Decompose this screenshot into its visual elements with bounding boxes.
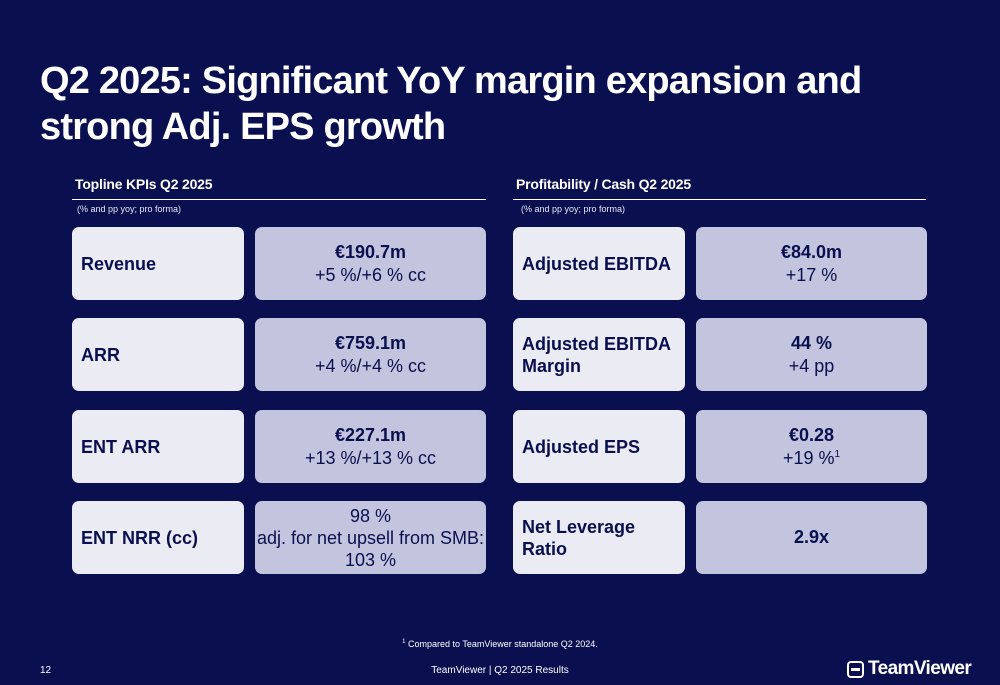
ent-arr-label-text: ENT ARR — [81, 436, 161, 457]
ent-nrr-main: 98 % — [349, 505, 392, 526]
ent-nrr-value: 98 % adj. for net upsell from SMB: 103 % — [255, 501, 486, 574]
teamviewer-logo-icon — [847, 660, 864, 678]
ent-nrr-adjusted-value: 103 % — [344, 549, 397, 570]
arr-label: ARR — [72, 318, 244, 391]
adj-ebitda-label-text: Adjusted EBITDA — [522, 253, 672, 274]
net-leverage-main: 2.9x — [793, 527, 830, 547]
net-leverage-label-text: Net Leverage Ratio — [522, 516, 636, 559]
adj-eps-growth: +19 %1 — [783, 447, 840, 470]
ent-arr-label: ENT ARR — [72, 410, 244, 483]
ent-nrr-adjusted-note: adj. for net upsell from SMB: — [256, 527, 485, 548]
adj-ebitda-growth: +17 % — [785, 264, 838, 285]
adj-ebitda-margin-label-line2: Margin — [522, 355, 582, 376]
ent-nrr-label-text: ENT NRR (cc) — [81, 527, 199, 548]
adj-eps-label-text: Adjusted EPS — [522, 436, 641, 457]
revenue-value: €190.7m +5 %/+6 % cc — [255, 227, 486, 300]
teamviewer-logo: TeamViewer — [847, 658, 972, 680]
adj-eps-value: €0.28 +19 %1 — [696, 410, 927, 483]
arr-label-text: ARR — [81, 344, 120, 365]
footnote-mark: 1 — [402, 639, 406, 645]
adj-ebitda-label: Adjusted EBITDA — [513, 227, 685, 300]
net-leverage-value: 2.9x — [696, 501, 927, 574]
footnote: 1 Compared to TeamViewer standalone Q2 2… — [0, 639, 1000, 649]
adj-eps-label: Adjusted EPS — [513, 410, 685, 483]
adj-eps-footnote-mark: 1 — [834, 448, 841, 460]
profitability-note: (% and pp yoy; pro forma) — [521, 204, 626, 214]
revenue-label-text: Revenue — [81, 253, 157, 274]
arr-value: €759.1m +4 %/+4 % cc — [255, 318, 486, 391]
adj-ebitda-margin-label: Adjusted EBITDA Margin — [513, 318, 685, 391]
ent-arr-value: €227.1m +13 %/+13 % cc — [255, 410, 486, 483]
arr-growth: +4 %/+4 % cc — [314, 355, 427, 376]
adj-eps-growth-text: +19 % — [782, 447, 835, 468]
topline-heading: Topline KPIs Q2 2025 — [72, 176, 486, 200]
revenue-label: Revenue — [72, 227, 244, 300]
profitability-heading: Profitability / Cash Q2 2025 — [513, 176, 926, 200]
arr-main: €759.1m — [334, 332, 407, 353]
ent-nrr-label: ENT NRR (cc) — [72, 501, 244, 574]
adj-ebitda-margin-growth: +4 pp — [788, 355, 835, 376]
page-number: 12 — [40, 665, 52, 676]
adj-ebitda-margin-main: 44 % — [790, 332, 833, 353]
net-leverage-label: Net Leverage Ratio — [513, 501, 685, 574]
footer-text: TeamViewer | Q2 2025 Results — [431, 665, 569, 676]
topline-note: (% and pp yoy; pro forma) — [77, 204, 182, 214]
revenue-main: €190.7m — [334, 241, 407, 262]
ent-arr-main: €227.1m — [334, 424, 407, 445]
footnote-text: Compared to TeamViewer standalone Q2 202… — [408, 639, 598, 649]
adj-ebitda-value: €84.0m +17 % — [696, 227, 927, 300]
slide-title: Q2 2025: Significant YoY margin expansio… — [40, 60, 862, 148]
adj-eps-main: €0.28 — [788, 424, 835, 445]
adj-ebitda-margin-label-line1: Adjusted EBITDA — [522, 333, 672, 354]
revenue-growth: +5 %/+6 % cc — [314, 264, 427, 285]
adj-ebitda-main: €84.0m — [780, 241, 843, 262]
ent-arr-growth: +13 %/+13 % cc — [304, 447, 437, 468]
adj-ebitda-margin-value: 44 % +4 pp — [696, 318, 927, 391]
logo-text: TeamViewer — [868, 658, 972, 679]
